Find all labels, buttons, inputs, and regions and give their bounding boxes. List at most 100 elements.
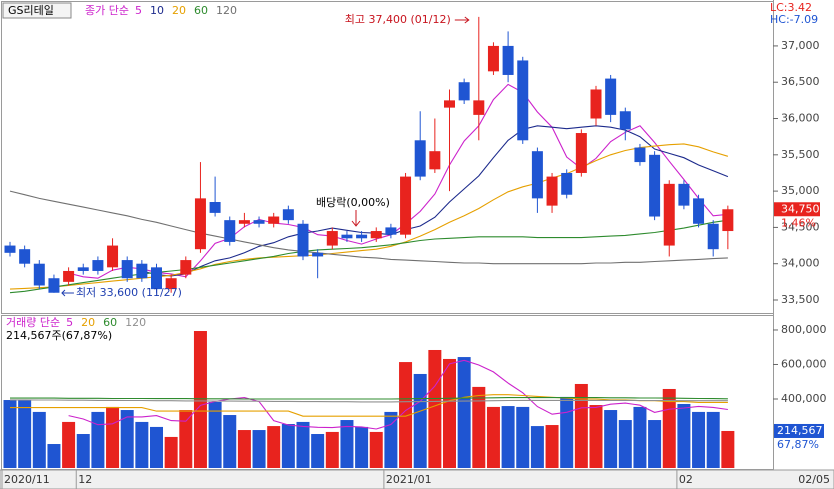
volume-info: 214,567주(67,87%): [6, 329, 112, 342]
volume-bar: [692, 411, 706, 468]
volume-bar: [443, 358, 456, 468]
candle-body: [487, 45, 499, 72]
y-tick-label: 37,000: [781, 39, 820, 52]
candle-body: [400, 176, 412, 235]
volume-bar: [281, 424, 295, 468]
legend-entry: 5: [135, 4, 142, 17]
candle-body: [429, 151, 441, 170]
y-tick-label: 35,000: [781, 184, 820, 197]
volume-bar: [413, 373, 427, 468]
high-annotation: 최고 37,400 (01/12): [345, 13, 451, 26]
candle-body: [356, 234, 368, 239]
volume-bar: [179, 410, 193, 468]
volume-bar: [589, 405, 603, 468]
legend-entry: 20: [81, 316, 95, 329]
candle-body: [238, 220, 250, 224]
volume-bar: [150, 426, 163, 468]
volume-bar: [193, 331, 207, 468]
volume-bar: [706, 411, 720, 468]
candle-body: [326, 231, 338, 246]
legend-entry: 120: [125, 316, 146, 329]
volume-bar: [428, 349, 442, 468]
candle-body: [121, 260, 133, 279]
volume-bar: [296, 421, 310, 468]
y-tick-label: 600,000: [781, 357, 827, 370]
candle-body: [634, 147, 646, 163]
volume-bar: [325, 431, 339, 468]
volume-bar: [208, 401, 222, 468]
x-tick-label: 12: [78, 473, 92, 486]
candle-body: [136, 263, 148, 279]
current-volume-box: [774, 423, 824, 438]
current-price-box: [774, 202, 820, 217]
current-price: 34,750: [781, 202, 820, 215]
legend-entry: 60: [103, 316, 117, 329]
candle-body: [63, 270, 75, 282]
x-tick-label: 2020/11: [4, 473, 50, 486]
volume-bar: [545, 425, 559, 468]
volume-bar: [472, 386, 486, 468]
candle-body: [531, 151, 543, 199]
volume-average-line: [68, 359, 728, 430]
candle-body: [224, 220, 236, 242]
legend-entry: 120: [216, 4, 237, 17]
price-change: 1.46%: [781, 216, 816, 229]
volume-bar: [355, 426, 369, 468]
y-tick-label: 35,500: [781, 148, 820, 161]
candle-body: [19, 249, 31, 264]
volume-bar: [223, 415, 237, 468]
candle-body: [180, 260, 192, 275]
stock-title: GS리테일: [8, 3, 54, 17]
volume-bar: [18, 400, 32, 468]
hc-label: HC:-7.09: [770, 13, 818, 26]
candle-body: [590, 89, 602, 119]
volume-bar: [62, 421, 76, 468]
candle-body: [546, 176, 558, 206]
candle-body: [678, 183, 690, 206]
volume-bar: [633, 406, 647, 468]
volume-bar: [120, 410, 134, 468]
candle-body: [297, 223, 309, 257]
candle-body: [605, 78, 617, 115]
volume-bar: [574, 383, 588, 468]
volume-bar: [604, 410, 618, 468]
dividend-annotation: 배당락(0,00%): [316, 196, 390, 209]
legend-entry: 60: [194, 4, 208, 17]
candle-body: [414, 140, 426, 177]
y-tick-label: 800,000: [781, 323, 827, 336]
x-tick-label: 2021/01: [386, 473, 432, 486]
legend-entry: 20: [172, 4, 186, 17]
candle-body: [663, 183, 675, 246]
candle-body: [4, 245, 16, 253]
candle-body: [77, 267, 89, 271]
legend-entry: 10: [150, 4, 164, 17]
volume-bar: [560, 396, 574, 468]
volume-average-line: [10, 394, 728, 417]
volume-bar: [618, 420, 632, 468]
candle-body: [253, 220, 265, 224]
volume-bar: [516, 406, 530, 468]
low-annotation: 최저 33,600 (11/27): [76, 286, 182, 299]
volume-average-line: [10, 397, 728, 400]
moving-average-line: [9, 190, 728, 265]
legend-title: 종가 단순: [85, 4, 129, 17]
candle-body: [722, 209, 734, 232]
candle-body: [707, 223, 719, 250]
candle-body: [473, 100, 485, 115]
volume-bar: [677, 403, 691, 468]
volume-bar: [340, 420, 354, 468]
legend-entry: 5: [66, 316, 73, 329]
volume-bar: [252, 430, 266, 468]
volume-bar: [399, 362, 413, 468]
candle-body: [517, 60, 529, 141]
volume-bar: [91, 411, 105, 468]
volume-bar: [3, 400, 17, 468]
volume-bar: [530, 426, 544, 468]
volume-bar: [47, 444, 61, 468]
current-volume: 214,567: [777, 424, 823, 437]
candle-body: [649, 154, 661, 217]
candle-body: [444, 100, 455, 108]
candle-body: [693, 198, 705, 224]
title-box: [2, 2, 72, 19]
